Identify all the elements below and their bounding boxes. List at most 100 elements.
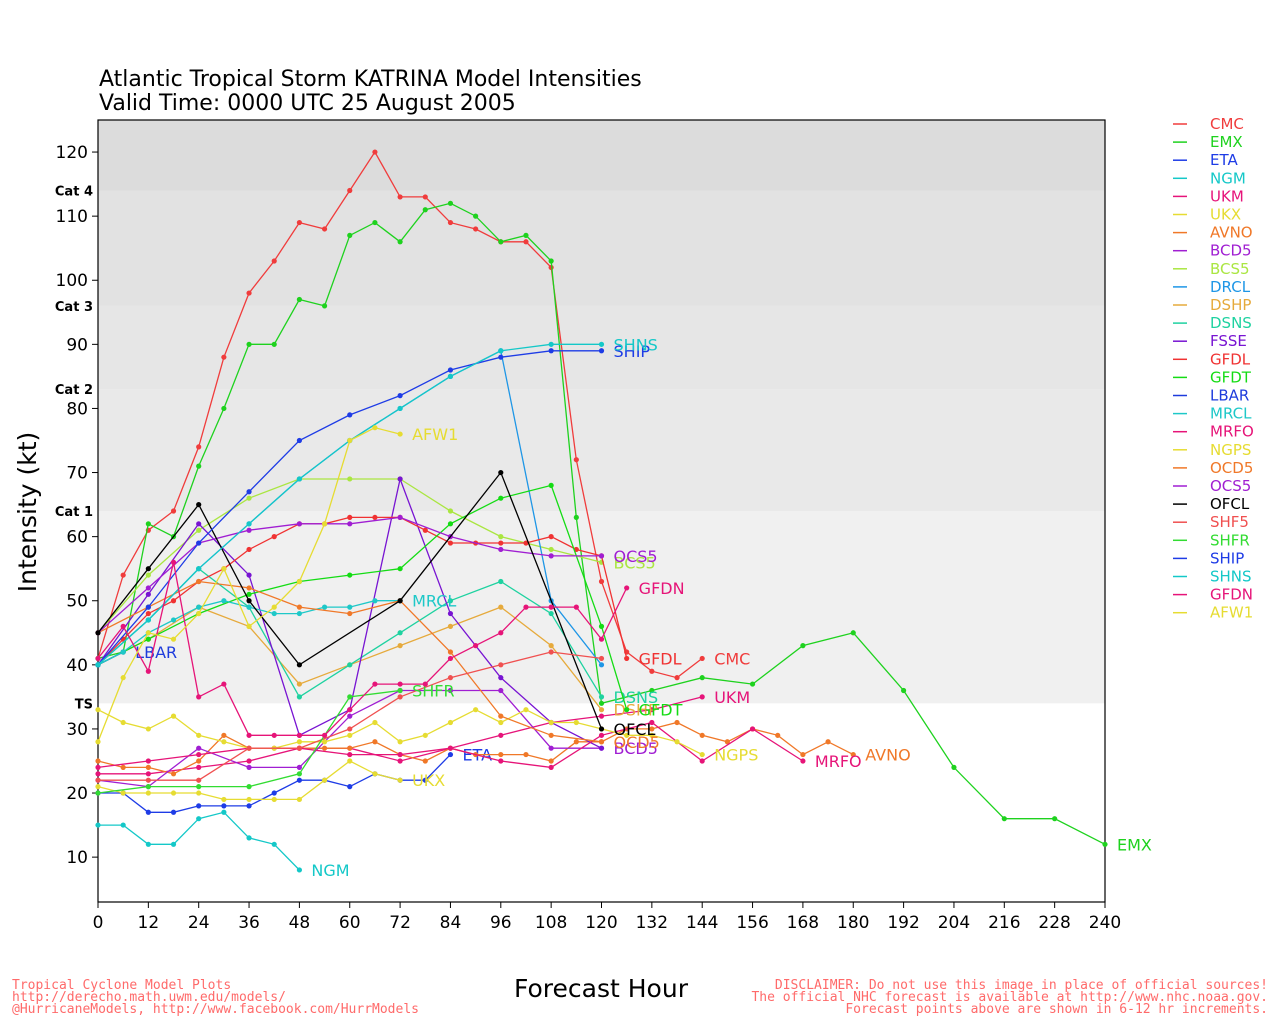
point-emx-54 — [321, 303, 328, 309]
point-emx-84 — [447, 200, 454, 206]
legend-label-ship: SHIP — [1210, 549, 1244, 567]
point-mrcl-54 — [321, 604, 328, 610]
point-dsns-84 — [447, 598, 454, 604]
series-gfdn: GFDN — [95, 559, 685, 738]
point-avno-144 — [699, 732, 705, 738]
legend-item-gfdt: GFDT — [1173, 368, 1252, 386]
series-ngm: NGM — [95, 809, 350, 880]
point-cmc-102 — [523, 239, 529, 245]
point-gfdn-24 — [196, 694, 202, 700]
point-ngps-60 — [347, 732, 353, 738]
series-line-shfr — [97, 689, 401, 794]
point-gfdl-102 — [523, 540, 529, 546]
point-shf5-12 — [145, 777, 151, 783]
point-gfdn-114 — [573, 604, 579, 610]
point-avno-66 — [372, 739, 378, 745]
point-afw1-54 — [321, 521, 328, 527]
series-gfdt: GFDT — [95, 482, 683, 720]
band-label-ts: TS — [75, 697, 93, 712]
point-emx-72 — [397, 239, 403, 245]
x-tick-label-48: 48 — [289, 913, 311, 933]
point-shf5-96 — [498, 662, 504, 668]
legend-label-drcl: DRCL — [1210, 278, 1251, 296]
end-label-gfdl: GFDL — [639, 649, 682, 668]
point-bcd5-24 — [196, 745, 202, 751]
legend-label-gfdl: GFDL — [1210, 350, 1251, 368]
point-eta-78 — [422, 777, 428, 783]
point-shns-96 — [498, 348, 504, 354]
point-dshp-108 — [548, 643, 554, 649]
point-bcd5-48 — [296, 764, 302, 770]
point-ngps-18 — [170, 713, 177, 719]
legend-label-mrcl: MRCL — [1210, 405, 1252, 423]
point-ngps-24 — [196, 732, 202, 738]
legend-label-bcs5: BCS5 — [1210, 260, 1250, 278]
point-ngm-30 — [221, 809, 227, 815]
footer-right-line-1: DISCLAIMER: Do not use this image in pla… — [775, 978, 1268, 993]
y-tick-label-30: 30 — [66, 720, 88, 740]
point-ukx-72 — [397, 777, 403, 783]
point-cmc-84 — [447, 219, 454, 226]
legend-item-fsse: FSSE — [1173, 332, 1247, 350]
point-ukm-96 — [498, 732, 504, 738]
point-ukx-36 — [246, 796, 252, 803]
x-tick-label-192: 192 — [887, 913, 919, 933]
point-ngps-0 — [95, 707, 101, 713]
point-mrfo-72 — [397, 751, 403, 758]
point-bcs5-60 — [347, 476, 353, 482]
point-emx-60 — [347, 232, 353, 238]
point-emx-24 — [196, 463, 202, 469]
point-ship-120 — [598, 348, 605, 354]
point-emx-156 — [749, 681, 756, 687]
series-line-eta — [98, 754, 451, 813]
point-ofcl-96 — [498, 469, 504, 476]
point-emx-12 — [145, 521, 151, 527]
point-emx-144 — [699, 675, 705, 681]
point-eta-12 — [145, 809, 151, 815]
series-shf5 — [95, 649, 605, 783]
band-ts — [98, 511, 1105, 704]
point-ukx-0 — [95, 784, 101, 790]
point-gfdn-18 — [170, 559, 177, 565]
point-ocd5-48 — [296, 604, 302, 610]
point-eta-36 — [246, 803, 252, 809]
point-cmc-42 — [271, 258, 277, 264]
point-mrcl-30 — [221, 598, 227, 604]
point-ngm-48 — [296, 867, 302, 873]
point-ngm-36 — [246, 835, 252, 841]
point-fsse-120 — [598, 745, 605, 751]
point-cmc-66 — [372, 149, 378, 155]
point-bcd5-36 — [246, 764, 252, 770]
point-ofcl-48 — [296, 662, 302, 668]
legend-item-shfr: SHFR — [1173, 531, 1250, 549]
point-avno-60 — [347, 745, 353, 751]
point-emx-216 — [1001, 816, 1007, 822]
point-ocs5-48 — [296, 521, 302, 527]
point-ukx-54 — [321, 777, 328, 783]
point-gfdt-72 — [397, 566, 403, 572]
x-axis-ticks: 0 12 24 36 48 60 72 84 96 108 120 132 144 156 168 180 19… — [93, 902, 1121, 933]
end-label-ocd5: OCD5 — [614, 733, 660, 752]
x-tick-label-60: 60 — [339, 913, 361, 933]
legend-label-ofcl: OFCL — [1210, 495, 1250, 513]
point-afw1-18 — [170, 636, 177, 642]
point-mrfo-168 — [800, 758, 806, 764]
point-emx-132 — [649, 687, 655, 694]
point-afw1-30 — [221, 566, 227, 572]
point-shf5-48 — [296, 745, 302, 751]
point-ofcl-0 — [95, 630, 101, 636]
end-label-ocs5: OCS5 — [614, 547, 658, 566]
point-shf5-108 — [548, 649, 554, 655]
series-cmc: CMC — [95, 149, 750, 681]
point-mrcl-36 — [246, 604, 252, 610]
point-gfdl-78 — [422, 527, 428, 533]
point-eta-24 — [196, 803, 202, 809]
end-label-ngps: NGPS — [714, 746, 758, 765]
point-emx-48 — [296, 296, 302, 303]
point-ngps-114 — [573, 719, 579, 726]
point-ocd5-96 — [498, 713, 504, 719]
point-avno-162 — [775, 732, 781, 738]
point-mrcl-6 — [120, 649, 126, 655]
legend-item-eta: ETA — [1173, 151, 1238, 169]
point-avno-18 — [170, 771, 177, 777]
